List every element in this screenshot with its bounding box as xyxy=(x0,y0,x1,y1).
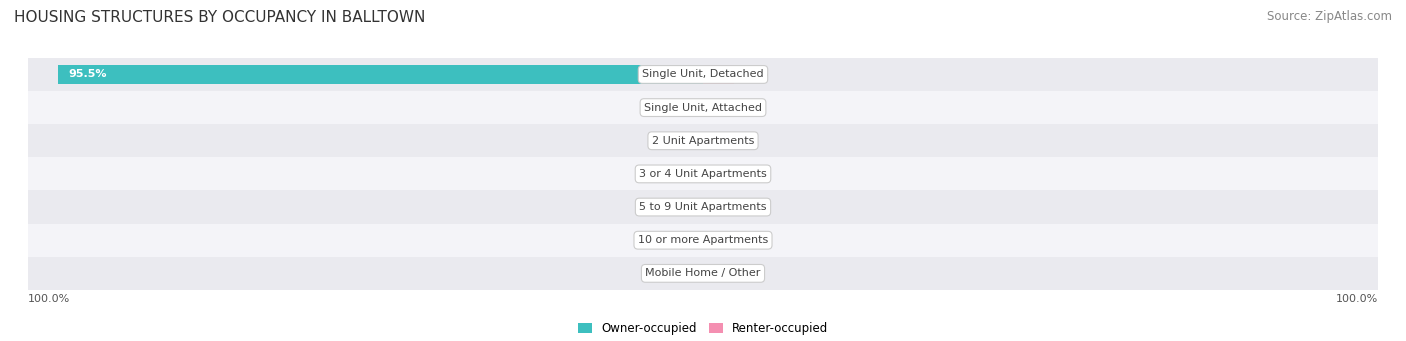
Bar xyxy=(703,65,734,84)
Text: 2 Unit Apartments: 2 Unit Apartments xyxy=(652,136,754,146)
Text: 5 to 9 Unit Apartments: 5 to 9 Unit Apartments xyxy=(640,202,766,212)
Text: HOUSING STRUCTURES BY OCCUPANCY IN BALLTOWN: HOUSING STRUCTURES BY OCCUPANCY IN BALLT… xyxy=(14,10,426,25)
Text: 0.0%: 0.0% xyxy=(710,202,738,212)
Bar xyxy=(28,91,1378,124)
Text: 10 or more Apartments: 10 or more Apartments xyxy=(638,235,768,245)
Text: 0.0%: 0.0% xyxy=(668,103,696,113)
Text: 4.6%: 4.6% xyxy=(741,70,769,79)
Text: 100.0%: 100.0% xyxy=(1336,294,1378,304)
Bar xyxy=(28,224,1378,257)
Bar xyxy=(59,65,703,84)
Bar xyxy=(28,58,1378,91)
Bar xyxy=(28,124,1378,157)
Text: 100.0%: 100.0% xyxy=(28,294,70,304)
Text: 0.0%: 0.0% xyxy=(710,169,738,179)
Text: Source: ZipAtlas.com: Source: ZipAtlas.com xyxy=(1267,10,1392,23)
Text: 0.0%: 0.0% xyxy=(668,268,696,278)
Text: 0.0%: 0.0% xyxy=(710,103,738,113)
Text: 0.0%: 0.0% xyxy=(710,136,738,146)
Text: 95.5%: 95.5% xyxy=(69,70,107,79)
Legend: Owner-occupied, Renter-occupied: Owner-occupied, Renter-occupied xyxy=(572,317,834,340)
Text: Single Unit, Attached: Single Unit, Attached xyxy=(644,103,762,113)
Text: 0.0%: 0.0% xyxy=(710,235,738,245)
Bar xyxy=(28,257,1378,290)
Bar xyxy=(28,157,1378,191)
Text: Single Unit, Detached: Single Unit, Detached xyxy=(643,70,763,79)
Text: 0.0%: 0.0% xyxy=(668,235,696,245)
Text: Mobile Home / Other: Mobile Home / Other xyxy=(645,268,761,278)
Text: 0.0%: 0.0% xyxy=(668,169,696,179)
Text: 0.0%: 0.0% xyxy=(668,202,696,212)
Text: 0.0%: 0.0% xyxy=(668,136,696,146)
Text: 0.0%: 0.0% xyxy=(710,268,738,278)
Bar xyxy=(28,191,1378,224)
Text: 3 or 4 Unit Apartments: 3 or 4 Unit Apartments xyxy=(640,169,766,179)
